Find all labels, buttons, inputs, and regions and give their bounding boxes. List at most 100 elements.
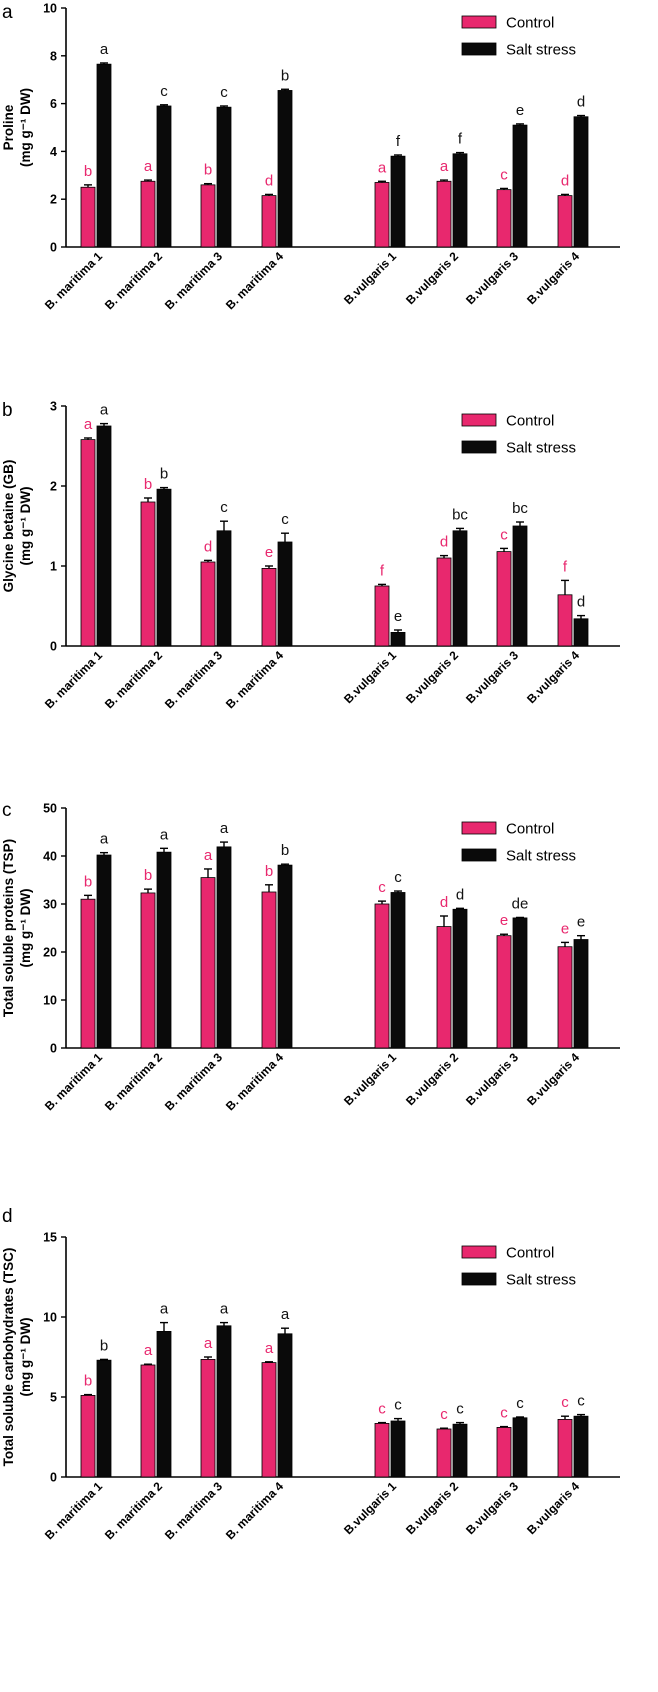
significance-letter-control: b <box>84 1373 92 1390</box>
bar-salt-stress <box>452 153 468 248</box>
significance-letter-control: a <box>144 1342 153 1359</box>
significance-letter-salt-stress: c <box>220 84 228 101</box>
bar-salt-stress <box>156 1331 172 1478</box>
x-category-label: B. maritima 1 <box>42 1050 105 1113</box>
bar-salt-stress <box>573 939 589 1049</box>
chart-panel-d: d 0 5 10 15 Total soluble carbohydrates (TSC)… <box>1 1206 620 1542</box>
bar-salt-stress <box>277 90 293 248</box>
y-tick-label: 15 <box>43 1231 57 1245</box>
y-tick-label: 10 <box>43 1311 57 1325</box>
significance-letter-control: c <box>500 1405 508 1422</box>
x-category-label: B.vulgaris 1 <box>341 1050 399 1108</box>
bar-salt-stress <box>390 632 406 647</box>
chart-panel-b: b 0 1 2 3 Glycine betaine (GB) (mg g⁻¹ DW) a b d e… <box>1 400 620 711</box>
y-tick-label: 6 <box>50 97 57 111</box>
bar-control <box>261 195 277 248</box>
significance-letter-control: b <box>265 863 273 880</box>
legend-label-salt-stress: Salt stress <box>506 42 576 59</box>
legend-swatch-salt-stress <box>461 848 497 862</box>
bar-salt-stress <box>156 105 172 248</box>
x-category-label: B. maritima 1 <box>42 1479 105 1542</box>
bar-control <box>140 1364 156 1478</box>
legend-swatch-control <box>461 15 497 29</box>
bar-salt-stress <box>216 846 232 1049</box>
legend-label-salt-stress: Salt stress <box>506 848 576 865</box>
x-category-label: B.vulgaris 2 <box>403 648 461 706</box>
bar-salt-stress <box>96 63 112 248</box>
bar-salt-stress <box>452 530 468 647</box>
significance-letter-control: a <box>144 158 153 175</box>
y-axis-label: Glycine betaine (GB) (mg g⁻¹ DW) <box>1 460 33 593</box>
significance-letter-salt-stress: c <box>220 499 228 516</box>
significance-letter-salt-stress: a <box>100 402 109 419</box>
bar-salt-stress <box>156 488 172 647</box>
significance-letter-control: c <box>378 879 386 896</box>
legend-label-control: Control <box>506 15 554 32</box>
bar-control <box>557 1419 573 1478</box>
bar-control <box>436 180 452 248</box>
x-category-label: B. maritima 2 <box>102 1479 165 1542</box>
panel-label: a <box>2 2 13 23</box>
y-axis-label: Total soluble proteins (TSP) (mg g⁻¹ DW) <box>1 839 33 1017</box>
bar-salt-stress <box>452 908 468 1049</box>
legend-swatch-control <box>461 413 497 427</box>
bar-salt-stress <box>573 116 589 248</box>
x-category-label: B. maritima 3 <box>162 249 225 312</box>
y-tick-label: 10 <box>43 2 57 16</box>
significance-letter-salt-stress: bc <box>512 500 528 517</box>
legend-label-salt-stress: Salt stress <box>506 1272 576 1289</box>
bar-control <box>374 585 390 647</box>
bar-salt-stress <box>573 618 589 647</box>
bar-control <box>496 1427 512 1478</box>
legend-swatch-salt-stress <box>461 440 497 454</box>
y-tick-label: 40 <box>43 850 57 864</box>
bar-salt-stress <box>512 525 528 647</box>
significance-letter-salt-stress: de <box>512 895 529 912</box>
x-category-label: B. maritima 3 <box>162 1479 225 1542</box>
y-tick-label: 2 <box>50 480 57 494</box>
significance-letter-control: c <box>378 1401 386 1418</box>
x-category-label: B.vulgaris 3 <box>463 1050 521 1108</box>
bar-control <box>140 501 156 647</box>
significance-letter-control: b <box>144 476 152 493</box>
x-category-label: B. maritima 4 <box>223 648 286 711</box>
significance-letter-salt-stress: c <box>394 869 402 886</box>
x-category-label: B.vulgaris 3 <box>463 1479 521 1537</box>
y-tick-label: 2 <box>50 193 57 207</box>
bar-salt-stress <box>96 854 112 1049</box>
y-tick-label: 0 <box>50 1471 57 1485</box>
bar-salt-stress <box>277 1333 293 1478</box>
y-axis-label-line: Total soluble proteins (TSP) <box>1 839 16 1017</box>
x-category-label: B. maritima 2 <box>102 249 165 312</box>
significance-letter-control: a <box>378 159 387 176</box>
bar-salt-stress <box>277 864 293 1049</box>
bar-salt-stress <box>156 851 172 1049</box>
bar-salt-stress <box>512 124 528 248</box>
significance-letter-salt-stress: c <box>160 83 168 100</box>
significance-letter-control: f <box>563 558 568 575</box>
x-category-label: B.vulgaris 1 <box>341 1479 399 1537</box>
legend-swatch-salt-stress <box>461 1272 497 1286</box>
y-axis-label-line: Proline <box>1 104 16 150</box>
legend-label-control: Control <box>506 1245 554 1262</box>
significance-letter-salt-stress: b <box>100 1337 108 1354</box>
bar-salt-stress <box>390 1420 406 1478</box>
y-tick-label: 4 <box>50 145 57 159</box>
y-tick-label: 3 <box>50 400 57 414</box>
bar-control <box>557 195 573 248</box>
x-category-label: B. maritima 4 <box>223 249 286 312</box>
significance-letter-salt-stress: a <box>100 41 109 58</box>
panel-label: b <box>2 400 13 421</box>
bar-salt-stress <box>512 1417 528 1478</box>
bar-control <box>436 926 452 1049</box>
significance-letter-control: d <box>265 172 273 189</box>
bar-control <box>557 594 573 647</box>
significance-letter-control: b <box>144 867 152 884</box>
chart-panel-c: c 0 10 20 30 40 50 Total soluble proteins (TSP)… <box>1 800 620 1113</box>
significance-letter-salt-stress: e <box>577 914 585 931</box>
y-axis-label-line: Total soluble carbohydrates (TSC) <box>1 1248 16 1467</box>
significance-letter-control: c <box>561 1394 569 1411</box>
y-tick-label: 0 <box>50 1042 57 1056</box>
significance-letter-control: d <box>561 172 569 189</box>
